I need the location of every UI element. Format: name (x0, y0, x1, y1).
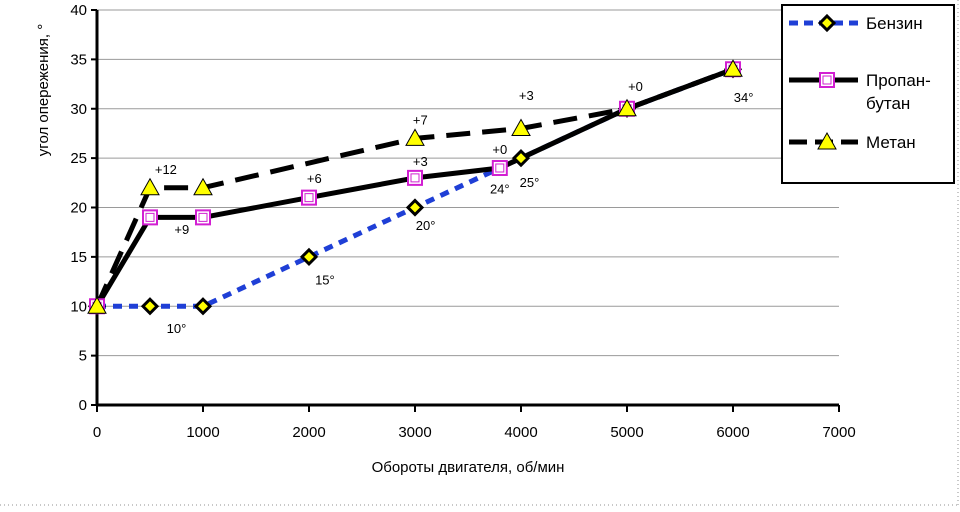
data-label: +9 (174, 222, 189, 237)
legend-box (781, 4, 955, 184)
legend: Бензин Пропан-бутан Метан (781, 4, 955, 184)
data-label: 34° (734, 90, 754, 105)
annotation-layer: +12 +9 +6 +7 +3 +3 +0 +0 10° 15° 20° 24° 25° 34° (155, 79, 754, 336)
data-point-1 (511, 149, 531, 168)
x-tick-label: 6000 (716, 424, 749, 441)
data-point-2 (491, 160, 508, 176)
data-point-3 (617, 98, 637, 117)
y-tick-label: 30 (70, 101, 87, 118)
legend-label-2: бутан (866, 94, 910, 113)
data-point-3 (405, 128, 425, 146)
legend-marker-2-inner (822, 75, 832, 85)
data-point-2 (407, 169, 423, 186)
x-tick-label: 2000 (292, 424, 325, 441)
y-tick-label: 5 (79, 348, 87, 365)
data-label: +0 (492, 142, 507, 157)
x-tick-label: 1000 (186, 424, 219, 441)
y-tick-label: 40 (70, 2, 87, 19)
x-tick-label: 5000 (610, 424, 643, 441)
data-point-1 (299, 247, 319, 266)
data-point-2 (195, 209, 211, 226)
data-label: 15° (315, 273, 335, 288)
grid-layer (97, 9, 839, 357)
x-tick-label: 3000 (398, 424, 431, 441)
x-tick-label: 4000 (504, 424, 537, 441)
data-label: +3 (413, 154, 428, 169)
legend-label-2: Пропан- (866, 71, 931, 90)
y-tick-label: 15 (70, 249, 87, 266)
data-point-1 (405, 198, 425, 217)
y-tick-label: 35 (70, 51, 87, 68)
y-tick-label: 25 (70, 150, 87, 167)
series-line-3 (94, 66, 734, 308)
y-tick-label: 20 (70, 200, 87, 217)
data-point-2 (301, 189, 317, 206)
data-label: 24° (490, 182, 510, 197)
data-label: +0 (628, 79, 643, 94)
data-point-2-inner (198, 212, 208, 222)
data-label: 25° (520, 175, 540, 190)
y-tick-label: 10 (70, 298, 87, 315)
x-tick-label: 0 (93, 424, 101, 441)
axis-layer: 0 5 10 15 20 25 30 35 40 0 1000 2000 3000 4000 5000 600… (70, 2, 855, 441)
data-label: +6 (307, 171, 322, 186)
y-axis-label: угол опережения, ° (35, 24, 52, 156)
data-label: +12 (155, 162, 177, 177)
data-point-2-inner (145, 212, 155, 222)
data-label: +7 (413, 113, 428, 128)
data-point-2-inner (495, 163, 505, 173)
data-point-1 (193, 297, 213, 316)
data-point-3 (140, 177, 160, 196)
x-axis-label: Обороты двигателя, об/мин (372, 459, 565, 476)
data-point-3 (511, 118, 531, 136)
data-point-1 (140, 297, 160, 316)
data-label: 10° (167, 321, 187, 336)
legend-marker-2 (819, 72, 835, 88)
data-point-3 (87, 296, 107, 314)
y-tick-label: 0 (79, 397, 87, 414)
data-label: +3 (519, 88, 534, 103)
series-line-2 (94, 66, 734, 308)
x-tick-label: 7000 (822, 424, 855, 441)
data-label: 20° (416, 218, 436, 233)
legend-marker-1 (817, 13, 837, 33)
data-point-2 (142, 209, 158, 226)
legend-label-3: Метан (866, 133, 916, 152)
data-point-3 (193, 177, 213, 196)
legend-label-1: Бензин (866, 14, 923, 33)
data-point-2-inner (410, 173, 420, 183)
data-point-2-inner (304, 193, 314, 203)
legend-marker-3 (817, 131, 837, 150)
data-point-3 (723, 59, 743, 77)
series-layer (87, 59, 743, 316)
